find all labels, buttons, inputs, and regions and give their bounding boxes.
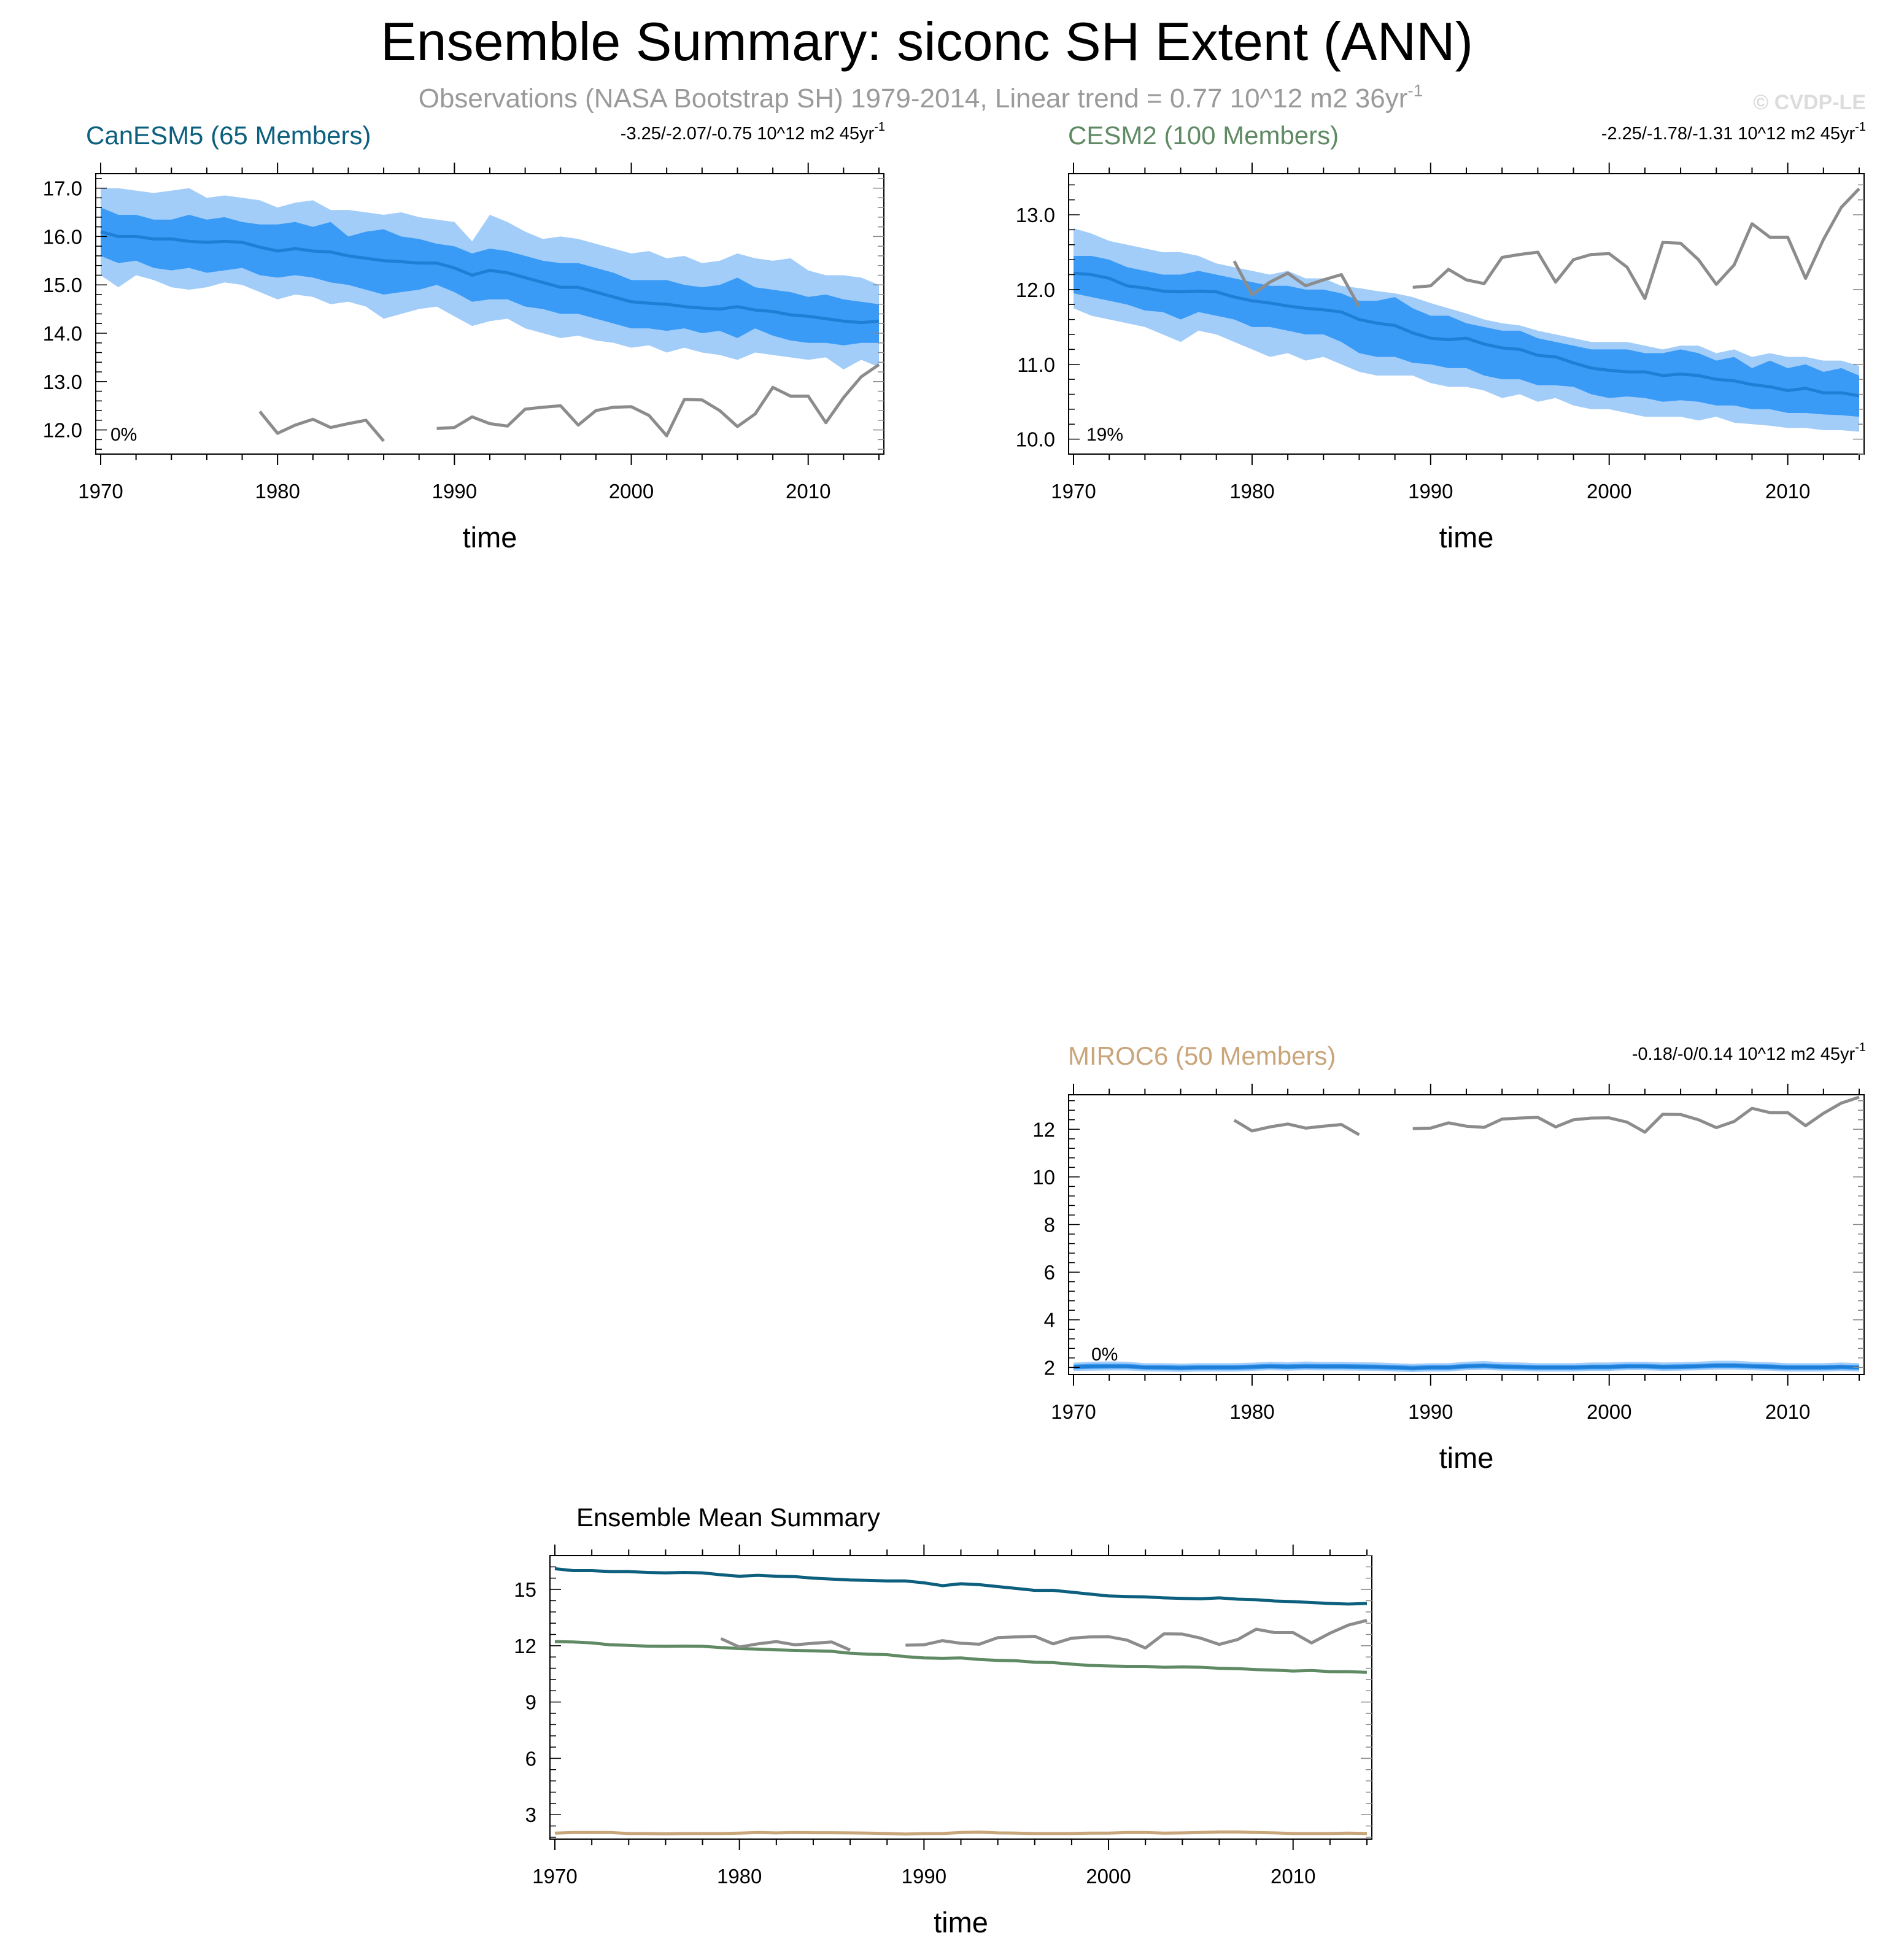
cesm2-x-tick-label: 2000: [1587, 480, 1631, 503]
ensemble_mean_summary-y-tick-label: 9: [525, 1691, 536, 1714]
miroc6-ensemble-mean-line: [1073, 1364, 1860, 1370]
ensemble_mean_summary-x-tick-label: 1980: [717, 1865, 762, 1888]
miroc6-x-tick-label: 2000: [1587, 1400, 1631, 1423]
canesm5-percent-label: 0%: [110, 425, 137, 445]
ensemble_mean_summary-plot-area: [554, 1567, 1368, 1836]
canesm5-trend-text: -3.25/-2.07/-0.75 10^12 m2 45yr-1: [621, 120, 885, 144]
ensemble_mean_summary-observations-line-segment-1: [720, 1637, 851, 1652]
cesm2-y-tick-label: 13.0: [1016, 204, 1055, 226]
ensemble_mean_summary-y-tick-label: 3: [525, 1804, 536, 1826]
miroc6-x-axis-title: time: [1439, 1441, 1494, 1474]
figure-subtitle: Observations (NASA Bootstrap SH) 1979-20…: [419, 81, 1423, 114]
ensemble_mean_summary-observations-line-segment-2: [905, 1619, 1368, 1650]
ensemble_mean_summary-panel: Ensemble Mean Summary 1970 1980 1990 2000 201…: [514, 1503, 1372, 1939]
miroc6-y-tick-label: 4: [1044, 1309, 1055, 1332]
ensemble_mean_summary-x-axis-title: time: [934, 1906, 988, 1939]
canesm5-panel-title: CanESM5 (65 Members): [86, 121, 371, 150]
ensemble_mean_summary-x-tick-label: 2000: [1086, 1865, 1131, 1888]
miroc6-y-tick-label: 2: [1044, 1356, 1055, 1379]
cesm2-x-tick-label: 2010: [1765, 480, 1810, 503]
ensemble_mean_summary-x-tick-label: 1990: [902, 1865, 946, 1888]
canesm5-plot-area: [100, 188, 880, 442]
miroc6-x-tick-label: 1990: [1408, 1400, 1453, 1423]
ensemble_mean_summary-x-tick-label: 2010: [1271, 1865, 1315, 1888]
miroc6-observations-line-segment-1: [1233, 1119, 1360, 1136]
cesm2-panel: CESM2 (100 Members) -2.25/-1.78/-1.31 10^…: [1016, 120, 1866, 554]
canesm5-y-tick-label: 16.0: [43, 225, 82, 248]
ensemble_mean_summary-miroc6-mean-line: [554, 1830, 1368, 1836]
canesm5-y-tick-label: 15.0: [43, 274, 82, 296]
miroc6-x-tick-label: 2010: [1765, 1400, 1810, 1423]
cesm2-x-axis-title: time: [1439, 521, 1494, 554]
cesm2-y-tick-label: 10.0: [1016, 428, 1055, 451]
cesm2-y-tick-label: 11.0: [1017, 353, 1055, 376]
ensemble_mean_summary-y-tick-label: 12: [514, 1635, 536, 1657]
canesm5-ensemble-mean-line: [100, 230, 880, 325]
canesm5-x-tick-label: 1970: [78, 480, 123, 503]
canesm5-x-tick-label: 1990: [432, 480, 477, 503]
miroc6-trend-sup: -1: [1855, 1041, 1866, 1054]
canesm5-x-tick-label: 2010: [786, 480, 830, 503]
canesm5-y-tick-label: 14.0: [43, 322, 82, 345]
miroc6-plot-area: [1073, 1095, 1860, 1373]
canesm5-y-tick-label: 13.0: [43, 371, 82, 393]
canesm5-x-tick-label: 1980: [255, 480, 300, 503]
miroc6-trend-text: -0.18/-0/0.14 10^12 m2 45yr-1: [1632, 1041, 1866, 1064]
miroc6-x-tick-label: 1970: [1051, 1400, 1096, 1423]
miroc6-panel-title: MIROC6 (50 Members): [1068, 1041, 1336, 1070]
canesm5-x-tick-label: 2000: [609, 480, 654, 503]
cesm2-observations-line-segment-2: [1412, 187, 1860, 301]
cesm2-x-tick-label: 1980: [1229, 480, 1274, 503]
miroc6-panel: MIROC6 (50 Members) -0.18/-0/0.14 10^12 m…: [1032, 1041, 1866, 1474]
panels: CanESM5 (65 Members) -3.25/-2.07/-0.75 10…: [43, 120, 1866, 1939]
canesm5-panel: CanESM5 (65 Members) -3.25/-2.07/-0.75 10…: [43, 120, 885, 554]
miroc6-percent-label: 0%: [1091, 1345, 1118, 1365]
credit-label: © CVDP-LE: [1753, 91, 1866, 114]
cesm2-trend-value: -2.25/-1.78/-1.31 10^12 m2 45yr: [1601, 124, 1855, 144]
canesm5-y-tick-label: 12.0: [43, 419, 82, 442]
canesm5-y-tick-label: 17.0: [43, 177, 82, 200]
cesm2-panel-title: CESM2 (100 Members): [1068, 121, 1339, 150]
ensemble_mean_summary-y-tick-label: 15: [514, 1578, 536, 1601]
ensemble_mean_summary-y-tick-label: 6: [525, 1747, 536, 1770]
miroc6-y-tick-label: 8: [1044, 1214, 1055, 1237]
ensemble_mean_summary-cesm2-mean-line: [554, 1640, 1368, 1674]
miroc6-trend-value: -0.18/-0/0.14 10^12 m2 45yr: [1632, 1044, 1855, 1064]
figure-title: Ensemble Summary: siconc SH Extent (ANN): [381, 11, 1473, 72]
figure-subtitle-sup: -1: [1407, 81, 1423, 100]
cesm2-trend-text: -2.25/-1.78/-1.31 10^12 m2 45yr-1: [1601, 120, 1866, 144]
canesm5-trend-value: -3.25/-2.07/-0.75 10^12 m2 45yr: [621, 124, 875, 144]
ensemble_mean_summary-x-tick-label: 1970: [532, 1865, 577, 1888]
cesm2-x-tick-label: 1990: [1408, 480, 1453, 503]
miroc6-y-tick-label: 6: [1044, 1261, 1055, 1284]
miroc6-y-tick-label: 10: [1032, 1166, 1055, 1189]
cesm2-y-tick-label: 12.0: [1016, 279, 1055, 301]
cesm2-x-tick-label: 1970: [1051, 480, 1096, 503]
cesm2-trend-sup: -1: [1855, 120, 1866, 134]
cesm2-observations-line-segment-1: [1232, 260, 1361, 308]
canesm5-observations-line-segment-1: [258, 411, 385, 442]
canesm5-observations-line-segment-2: [436, 363, 880, 438]
ensemble_mean_summary-canesm5-mean-line: [554, 1567, 1368, 1606]
miroc6-x-tick-label: 1980: [1229, 1400, 1274, 1423]
canesm5-inner-range-band: [101, 207, 879, 345]
ensemble_mean_summary-panel-title: Ensemble Mean Summary: [576, 1503, 880, 1532]
canesm5-trend-sup: -1: [874, 120, 885, 134]
cesm2-plot-area: [1073, 187, 1860, 432]
cesm2-percent-label: 19%: [1086, 425, 1123, 445]
miroc6-plot-frame: [1068, 1094, 1865, 1375]
miroc6-observations-line-segment-2: [1412, 1095, 1860, 1134]
canesm5-x-axis-title: time: [463, 521, 517, 554]
miroc6-y-tick-label: 12: [1032, 1118, 1055, 1141]
cesm2-ensemble-mean-line: [1073, 271, 1860, 398]
